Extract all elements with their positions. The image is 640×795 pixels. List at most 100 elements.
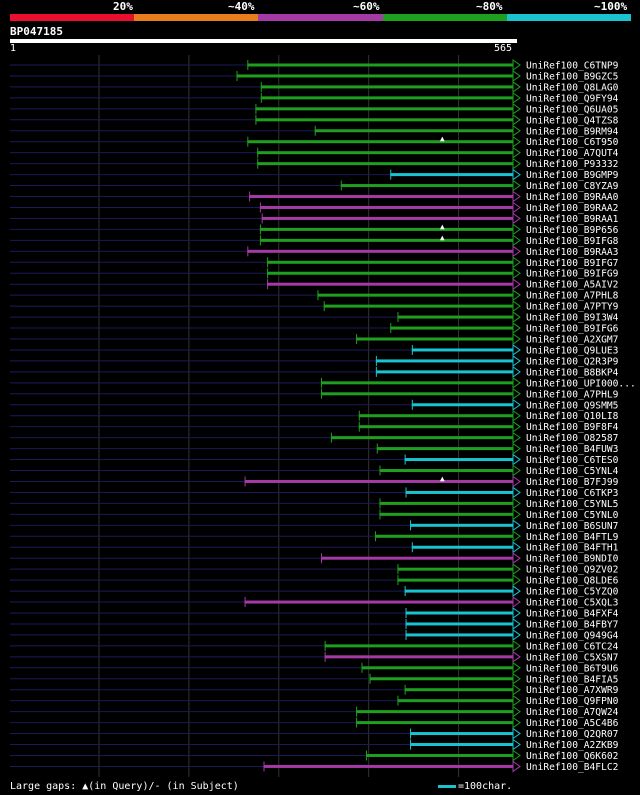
segment-start-tick: [405, 608, 407, 618]
hit-label: UniRef100_Q2QR07: [526, 729, 619, 740]
hit-row: UniRef100_Q949G4: [10, 628, 619, 641]
hit-row: UniRef100_P93332: [10, 157, 618, 170]
segment-start-tick: [390, 169, 392, 180]
hit-row: UniRef100_A5C4B6: [10, 716, 619, 729]
hit-row: UniRef100_B4FBY7: [10, 617, 619, 630]
segment-start-tick: [358, 410, 360, 421]
segment-start-tick: [397, 695, 399, 706]
segment-start-tick: [376, 443, 378, 454]
segment-end-arrow: [512, 453, 521, 466]
hit-label: UniRef100_Q949G4: [526, 630, 619, 641]
hit-label: UniRef100_B6SUN7: [526, 521, 619, 532]
hit-row: UniRef100_B4FTL9: [10, 530, 619, 543]
legend-swatch-5: [506, 14, 632, 21]
segment-end-arrow: [512, 475, 521, 488]
hit-row: UniRef100_Q10LI8: [10, 409, 619, 422]
aligned-segment: [404, 458, 513, 462]
hit-row: UniRef100_Q6UA05: [10, 102, 618, 115]
query-gap-marker: ▲: [440, 234, 445, 241]
segment-end-arrow: [512, 628, 521, 641]
hit-row: UniRef100_B9IFG9: [10, 267, 619, 280]
hit-label: UniRef100_B9RM94: [526, 126, 619, 137]
hit-row: UniRef100_B9I3W4: [10, 311, 619, 324]
segment-end-arrow: [512, 69, 521, 82]
hit-label: UniRef100_C5XSN7: [526, 652, 619, 663]
query-end: 565: [494, 43, 513, 54]
hit-label: UniRef100_B9P656: [526, 225, 619, 236]
hit-row: UniRef100_A7XWR9: [10, 683, 619, 696]
aligned-segment: [260, 85, 513, 89]
identity-legend-labels: 20% ~40% ~60% ~80% ~100%: [0, 0, 640, 14]
aligned-segment: [244, 479, 513, 483]
segment-end-arrow: [512, 157, 521, 170]
hit-label: UniRef100_B4FUW3: [526, 444, 619, 455]
hit-label: UniRef100_B6T9U6: [526, 663, 619, 674]
hit-label: UniRef100_A7PTY9: [526, 302, 619, 313]
segment-start-tick: [379, 498, 381, 509]
hit-row: UniRef100_B9RAA2: [10, 201, 618, 214]
segment-end-arrow: [512, 398, 521, 411]
segment-end-arrow: [512, 607, 521, 619]
segment-start-tick: [247, 136, 249, 147]
aligned-segment: [405, 622, 513, 626]
hit-label: UniRef100_A7PHL9: [526, 389, 619, 400]
aligned-segment: [267, 282, 513, 286]
hit-label: UniRef100_B7FJ99: [526, 477, 619, 488]
hit-row: UniRef100_B4FUW3: [10, 442, 619, 455]
aligned-segment: [330, 436, 513, 440]
segment-start-tick: [369, 673, 371, 684]
hit-row: UniRef100_Q9FPN0: [10, 694, 619, 707]
segment-start-tick: [257, 158, 259, 169]
hit-label: UniRef100_A7QUT4: [526, 148, 619, 159]
query-bar: [10, 39, 517, 43]
hit-label: UniRef100_A7QW24: [526, 707, 619, 718]
aligned-segment: [397, 315, 513, 319]
segment-end-arrow: [512, 497, 521, 510]
aligned-segment: [397, 699, 513, 703]
hit-row: UniRef100_A7PTY9: [10, 300, 619, 313]
hit-row: UniRef100_C5YNL0: [10, 508, 619, 521]
aligned-segment: [404, 589, 513, 593]
hit-label: UniRef100_B9RAA0: [526, 192, 619, 203]
hit-label: UniRef100_A2ZKB9: [526, 740, 619, 751]
segment-start-tick: [260, 92, 262, 103]
segment-start-tick: [397, 575, 399, 586]
segment-start-tick: [267, 257, 269, 268]
segment-end-arrow: [512, 574, 521, 587]
segment-start-tick: [404, 684, 406, 695]
aligned-segment: [375, 370, 513, 374]
hit-label: UniRef100_B9I3W4: [526, 313, 619, 324]
hit-label: UniRef100_Q9ZV02: [526, 565, 618, 576]
segment-end-arrow: [512, 552, 521, 565]
aligned-segment: [379, 512, 513, 516]
segment-end-arrow: [512, 91, 521, 104]
aligned-segment: [365, 753, 513, 757]
hit-label: UniRef100_Q2R3P9: [526, 356, 619, 367]
aligned-segment: [255, 118, 513, 122]
segment-start-tick: [247, 60, 249, 70]
aligned-segment: [411, 348, 513, 352]
segment-end-arrow: [512, 387, 521, 400]
hit-label: UniRef100_B4FTL9: [526, 532, 619, 543]
hit-label: UniRef100_B9IFG9: [526, 269, 619, 280]
hit-row: UniRef100_B4FTH1: [10, 541, 619, 554]
segment-start-tick: [317, 290, 319, 301]
hit-row: UniRef100_C6TC24: [10, 639, 619, 652]
segment-start-tick: [267, 279, 269, 290]
hit-label: UniRef100_B9GZC5: [526, 71, 618, 82]
aligned-segment: [375, 359, 513, 363]
query-id: BP047185: [10, 25, 63, 38]
segment-start-tick: [249, 191, 251, 202]
segment-start-tick: [405, 487, 407, 498]
segment-end-arrow: [512, 234, 521, 247]
hit-row: UniRef100_A2ZKB9: [10, 738, 619, 751]
legend-label-4: ~80%: [476, 0, 503, 13]
hit-label: UniRef100_B4FXF4: [526, 609, 619, 620]
scale-legend: =100char.: [438, 781, 512, 792]
hit-label: UniRef100_C8YZA9: [526, 181, 619, 192]
hit-row: ▲ UniRef100_B9IFG8: [10, 234, 619, 247]
segment-end-arrow: [512, 190, 521, 203]
hit-label: UniRef100_C6TNP9: [526, 61, 619, 72]
aligned-segment: [323, 304, 513, 308]
segment-start-tick: [404, 454, 406, 465]
